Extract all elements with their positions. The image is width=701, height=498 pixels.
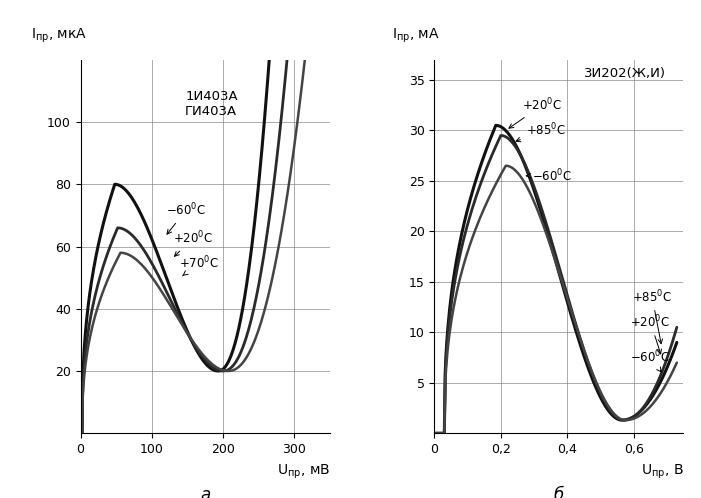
Text: I$_{\mathsf{пр}}$, мкА: I$_{\mathsf{пр}}$, мкА (31, 26, 87, 45)
Text: I$_{\mathsf{пр}}$, мА: I$_{\mathsf{пр}}$, мА (392, 26, 440, 45)
Text: $+20^0$C: $+20^0$C (630, 314, 670, 354)
Text: $+85^0$C: $+85^0$C (632, 288, 672, 344)
Text: $+20^0$C: $+20^0$C (173, 230, 213, 256)
Text: U$_{\mathsf{пр}}$, мВ: U$_{\mathsf{пр}}$, мВ (277, 463, 329, 482)
Text: $+85^0$C: $+85^0$C (516, 122, 566, 142)
Text: U$_{\mathsf{пр}}$, В: U$_{\mathsf{пр}}$, В (641, 463, 683, 482)
Text: б: б (554, 487, 564, 498)
Text: $-60^0$C: $-60^0$C (630, 349, 670, 372)
Text: а: а (200, 487, 210, 498)
Text: $-60^0$C: $-60^0$C (166, 202, 206, 234)
Text: 3И202(Ж,И): 3И202(Ж,И) (584, 67, 666, 80)
Text: 1И403А
ГИ403А: 1И403А ГИ403А (185, 90, 238, 118)
Text: $+70^0$C: $+70^0$C (179, 254, 219, 276)
Text: $-60^0$C: $-60^0$C (526, 167, 573, 184)
Text: $+20^0$C: $+20^0$C (509, 97, 562, 128)
